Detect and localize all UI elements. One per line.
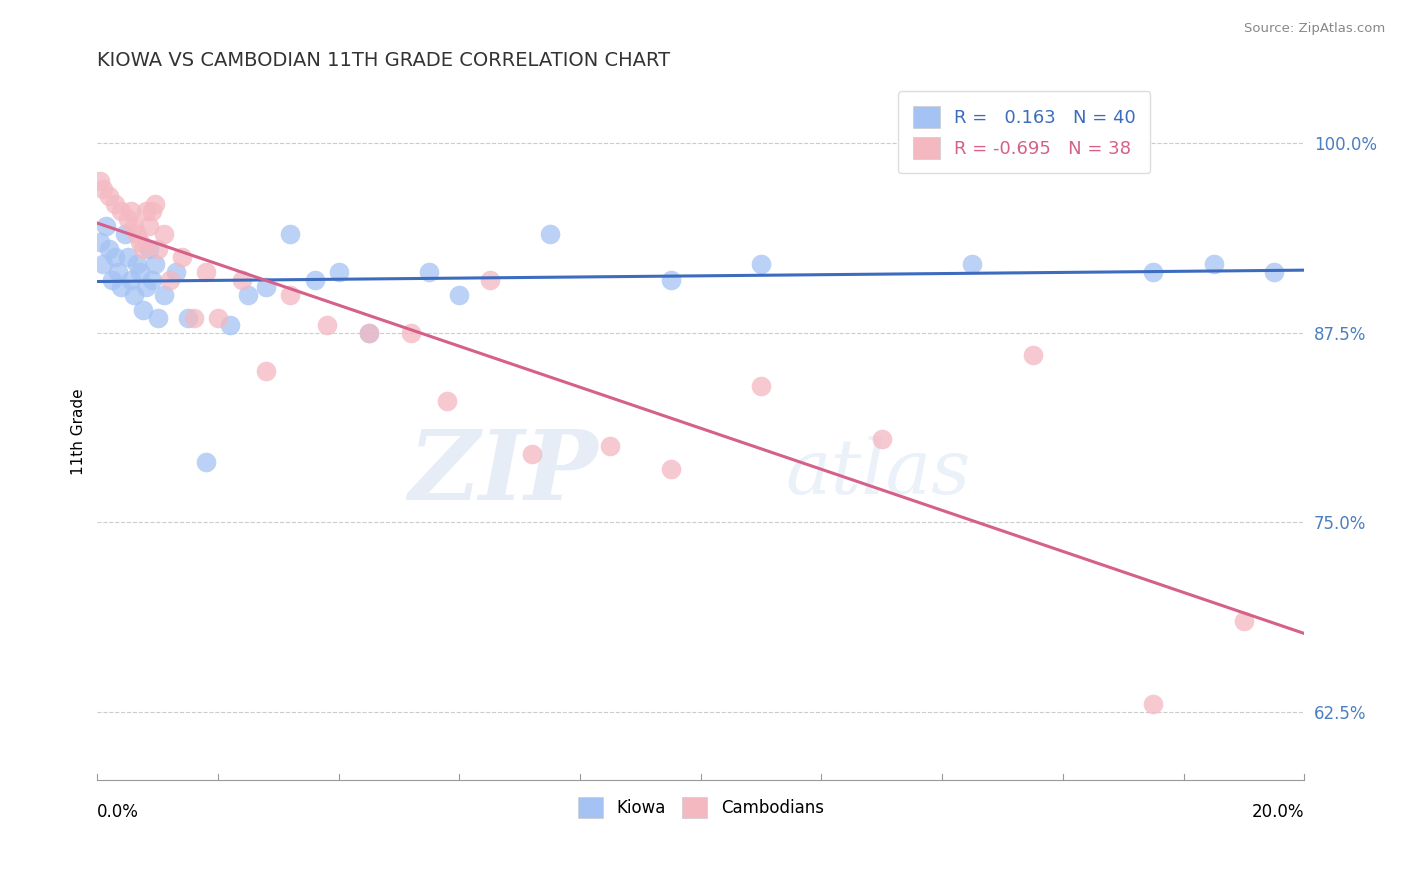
Point: [1263, 265, 1285, 279]
Point: [125, 227, 148, 241]
Point: [418, 265, 440, 279]
Point: [207, 310, 229, 325]
Point: [122, 219, 145, 234]
Text: 20.0%: 20.0%: [1251, 803, 1305, 821]
Point: [659, 272, 682, 286]
Point: [659, 462, 682, 476]
Point: [141, 204, 163, 219]
Point: [357, 326, 380, 340]
Point: [399, 326, 422, 340]
Point: [138, 219, 160, 234]
Point: [143, 257, 166, 271]
Point: [125, 257, 148, 271]
Point: [122, 287, 145, 301]
Point: [135, 204, 157, 219]
Point: [104, 250, 127, 264]
Point: [101, 272, 124, 286]
Point: [749, 379, 772, 393]
Point: [114, 227, 136, 241]
Point: [96, 219, 118, 234]
Point: [1202, 257, 1225, 271]
Y-axis label: 11th Grade: 11th Grade: [72, 388, 86, 475]
Point: [1142, 698, 1164, 712]
Point: [89, 235, 111, 249]
Text: KIOWA VS CAMBODIAN 11TH GRADE CORRELATION CHART: KIOWA VS CAMBODIAN 11TH GRADE CORRELATIO…: [97, 51, 671, 70]
Point: [219, 318, 242, 332]
Point: [328, 265, 350, 279]
Point: [146, 242, 169, 256]
Point: [194, 265, 217, 279]
Point: [117, 211, 139, 226]
Point: [170, 250, 193, 264]
Point: [93, 181, 115, 195]
Point: [165, 265, 187, 279]
Point: [280, 287, 302, 301]
Point: [478, 272, 501, 286]
Point: [436, 394, 458, 409]
Point: [117, 250, 139, 264]
Point: [254, 280, 277, 294]
Point: [183, 310, 205, 325]
Point: [159, 272, 181, 286]
Point: [538, 227, 561, 241]
Point: [120, 204, 142, 219]
Point: [135, 280, 157, 294]
Point: [599, 440, 621, 454]
Point: [304, 272, 326, 286]
Point: [449, 287, 471, 301]
Legend: Kiowa, Cambodians: Kiowa, Cambodians: [571, 790, 831, 824]
Point: [962, 257, 984, 271]
Text: ZIP: ZIP: [409, 426, 598, 520]
Point: [110, 204, 132, 219]
Point: [152, 227, 174, 241]
Point: [1021, 348, 1043, 362]
Point: [146, 310, 169, 325]
Point: [104, 196, 127, 211]
Text: Source: ZipAtlas.com: Source: ZipAtlas.com: [1244, 22, 1385, 36]
Point: [120, 272, 142, 286]
Point: [128, 265, 150, 279]
Point: [1233, 614, 1256, 628]
Point: [357, 326, 380, 340]
Point: [93, 257, 115, 271]
Point: [254, 364, 277, 378]
Point: [152, 287, 174, 301]
Point: [143, 196, 166, 211]
Point: [238, 287, 260, 301]
Point: [870, 432, 893, 446]
Point: [749, 257, 772, 271]
Point: [141, 272, 163, 286]
Point: [98, 189, 121, 203]
Point: [138, 242, 160, 256]
Point: [280, 227, 302, 241]
Point: [177, 310, 200, 325]
Text: 0.0%: 0.0%: [97, 803, 139, 821]
Point: [89, 174, 111, 188]
Point: [194, 455, 217, 469]
Point: [231, 272, 253, 286]
Point: [1142, 265, 1164, 279]
Point: [131, 302, 153, 317]
Point: [315, 318, 337, 332]
Point: [520, 447, 543, 461]
Point: [128, 235, 150, 249]
Text: atlas: atlas: [786, 436, 970, 510]
Point: [110, 280, 132, 294]
Point: [98, 242, 121, 256]
Point: [107, 265, 129, 279]
Point: [131, 242, 153, 256]
